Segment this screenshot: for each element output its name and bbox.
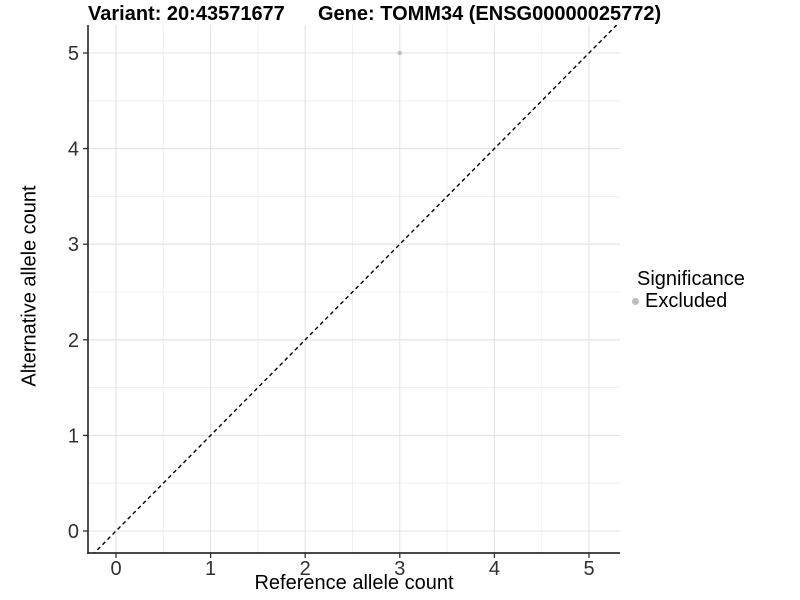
y-tick-label: 1 <box>68 425 79 447</box>
y-tick-label: 5 <box>68 43 79 65</box>
legend-point-icon <box>632 297 639 305</box>
x-tick-label: 4 <box>489 558 500 580</box>
legend-title: Significance <box>637 268 745 290</box>
x-tick-label: 5 <box>583 558 594 580</box>
x-axis-title: Reference allele count <box>254 572 454 594</box>
identity-dashed-line <box>93 25 618 553</box>
plot-title-gene: Gene: TOMM34 (ENSG00000025772) <box>318 3 662 25</box>
y-tick-label: 0 <box>68 521 79 543</box>
identity-line-group <box>93 25 618 553</box>
legend: Significance Excluded <box>632 268 745 312</box>
y-tick-label: 3 <box>68 234 79 256</box>
x-tick-label: 1 <box>205 558 216 580</box>
y-tick-label: 4 <box>68 139 79 161</box>
x-tick-label: 0 <box>110 558 121 580</box>
x-tick-label: 2 <box>300 558 311 580</box>
x-tick-label: 3 <box>394 558 405 580</box>
legend-item-label: Excluded <box>645 289 728 312</box>
data-point <box>397 50 402 56</box>
y-tick-label: 2 <box>68 330 79 352</box>
y-axis-title: Alternative allele count <box>18 185 41 387</box>
legend-item-excluded: Excluded <box>632 289 745 312</box>
plot-title-variant: Variant: 20:43571677 <box>88 3 285 25</box>
